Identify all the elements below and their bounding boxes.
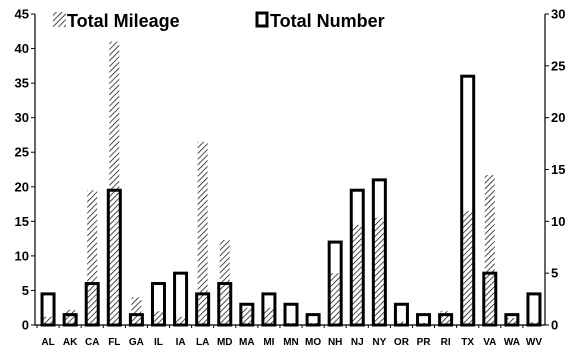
category-label: MN: [283, 337, 299, 348]
category-label: WV: [526, 337, 542, 348]
mileage-bar-ma: [241, 307, 252, 325]
mileage-bar-il: [153, 311, 164, 325]
legend-swatch-total-mileage: [53, 12, 66, 27]
mileage-bar-nj: [352, 224, 363, 325]
left-tick-label: 5: [22, 283, 29, 298]
number-bar-ia: [173, 271, 189, 327]
mileage-bar-ia: [175, 316, 186, 325]
number-bar-il: [150, 282, 166, 327]
number-bar-ny: [371, 178, 387, 327]
category-label: CA: [85, 337, 99, 348]
mileage-bar-tx: [462, 210, 473, 325]
number-bar-wa: [504, 313, 520, 327]
left-tick-label: 35: [15, 76, 29, 91]
left-tick-label: 30: [15, 110, 29, 125]
category-label: PR: [417, 337, 432, 348]
mileage-bar-ak: [65, 309, 76, 325]
number-bar-ca: [84, 282, 100, 327]
number-bar-va: [482, 271, 498, 327]
number-bar-md: [217, 282, 233, 327]
number-bar-tx: [460, 74, 476, 327]
category-label: NH: [328, 337, 342, 348]
mileage-bar-or: [396, 321, 407, 325]
number-bar-fl: [106, 188, 122, 327]
right-tick-label: 10: [551, 214, 565, 229]
category-label: LA: [196, 337, 209, 348]
legend-swatch-total-number: [255, 11, 269, 28]
mileage-bar-wa: [506, 318, 517, 325]
number-bar-wv: [526, 292, 542, 327]
left-tick-label: 0: [22, 318, 29, 333]
number-bar-ga: [128, 313, 144, 327]
category-label: GA: [129, 337, 144, 348]
left-tick-label: 10: [15, 248, 29, 263]
category-label: OR: [394, 337, 410, 348]
left-tick-label: 15: [15, 214, 29, 229]
category-label: FL: [108, 337, 120, 348]
mileage-bar-mi: [263, 307, 274, 325]
mileage-bar-ga: [131, 297, 142, 325]
category-label: IA: [176, 337, 186, 348]
category-label: MA: [239, 337, 255, 348]
left-tick-label: 40: [15, 41, 29, 56]
number-bar-mn: [283, 302, 299, 327]
category-label: TX: [461, 337, 474, 348]
mileage-bar-va: [484, 175, 495, 325]
mileage-bar-ca: [87, 190, 98, 325]
number-bar-nh: [327, 240, 343, 327]
number-bar-la: [195, 292, 211, 327]
mileage-bar-fl: [109, 41, 120, 326]
right-tick-label: 30: [551, 7, 565, 22]
category-label: MD: [217, 337, 233, 348]
category-label: VA: [483, 337, 496, 348]
mileage-bar-nh: [330, 273, 341, 325]
number-bar-ma: [239, 302, 255, 327]
category-label: MO: [305, 337, 321, 348]
category-label: MI: [263, 337, 274, 348]
mileage-bar-ri: [440, 311, 451, 325]
number-bar-al: [40, 292, 56, 327]
mileage-bar-ny: [374, 217, 385, 325]
right-tick-label: 20: [551, 110, 565, 125]
mileage-bar-al: [43, 316, 54, 325]
number-bar-ak: [62, 313, 78, 327]
category-label: RI: [441, 337, 451, 348]
category-label: NJ: [351, 337, 364, 348]
category-label: AK: [63, 337, 78, 348]
category-label: AL: [41, 337, 54, 348]
number-bar-ri: [438, 313, 454, 327]
left-tick-label: 20: [15, 179, 29, 194]
number-bar-pr: [416, 313, 432, 327]
left-tick-label: 25: [15, 145, 29, 160]
category-label: NY: [372, 337, 386, 348]
right-tick-label: 5: [551, 266, 558, 281]
right-tick-label: 0: [551, 318, 558, 333]
number-bar-mo: [305, 313, 321, 327]
legend-label-total-number: Total Number: [270, 11, 385, 31]
legend-label-total-mileage: Total Mileage: [67, 11, 180, 31]
left-tick-label: 45: [15, 7, 29, 22]
right-tick-label: 25: [551, 58, 565, 73]
mileage-bar-la: [197, 141, 208, 325]
right-tick-label: 15: [551, 162, 565, 177]
category-label: WA: [504, 337, 520, 348]
number-bar-nj: [349, 188, 365, 327]
number-bar-or: [393, 302, 409, 327]
number-bar-mi: [261, 292, 277, 327]
category-label: IL: [154, 337, 163, 348]
